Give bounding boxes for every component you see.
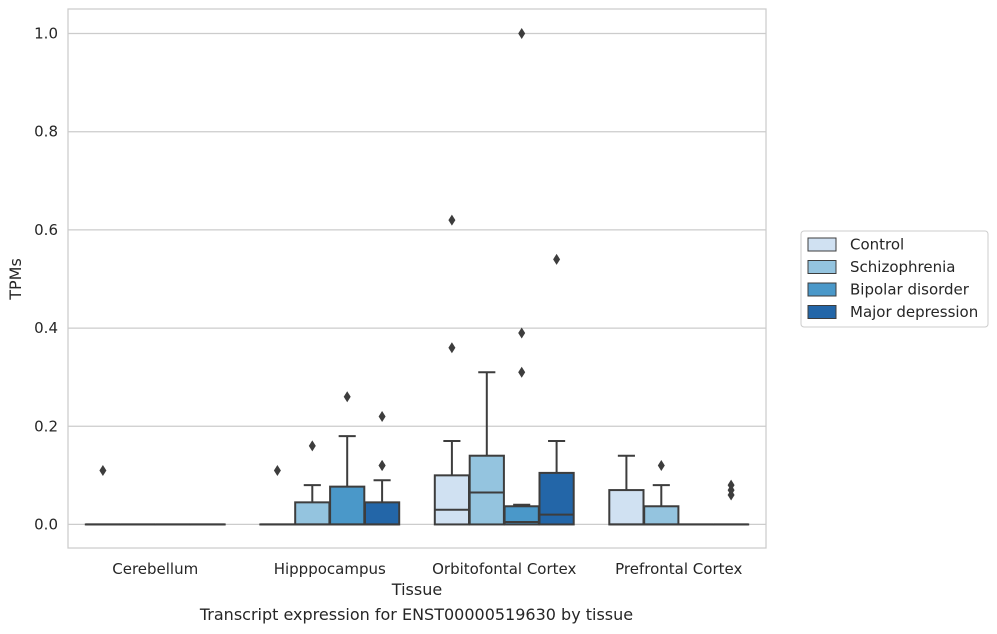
plot-area-frame bbox=[67, 8, 767, 549]
box-3-0 bbox=[608, 454, 645, 526]
box-1-1 bbox=[294, 440, 331, 526]
figure-caption: Transcript expression for ENST0000051963… bbox=[199, 605, 634, 624]
legend-entry: Control bbox=[850, 236, 904, 254]
x-axis-label: Tissue bbox=[391, 580, 442, 599]
box-body bbox=[329, 485, 366, 526]
x-tick-label: Cerebellum bbox=[112, 560, 198, 578]
legend-swatch bbox=[807, 282, 837, 297]
box-3-3 bbox=[712, 479, 750, 526]
box-body bbox=[468, 454, 505, 526]
outlier-point bbox=[343, 391, 351, 403]
legend-frame bbox=[800, 230, 989, 328]
y-tick-label: 1.0 bbox=[34, 25, 58, 43]
box-body bbox=[643, 505, 680, 526]
legend-swatch bbox=[807, 260, 837, 274]
outlier-point bbox=[308, 440, 316, 452]
x-tick-label: Prefrontal Cortex bbox=[615, 560, 742, 578]
legend: Control Schizophrenia Bipolar disorder Majo… bbox=[800, 230, 989, 328]
box-body bbox=[538, 471, 575, 526]
y-tick-label: 0.0 bbox=[34, 515, 58, 533]
x-tick-labels: Cerebellum Hipppocampus Orbitofontal Corte… bbox=[112, 560, 742, 578]
outlier-point bbox=[553, 253, 561, 265]
y-axis-label: TPMs bbox=[6, 258, 25, 301]
box-body bbox=[608, 489, 645, 526]
legend-entry: Schizophrenia bbox=[850, 258, 955, 276]
y-tick-labels: 0.0 0.2 0.4 0.6 0.8 1.0 bbox=[34, 25, 58, 534]
box-2-3 bbox=[538, 253, 575, 526]
box-body bbox=[433, 474, 471, 526]
outlier-point bbox=[518, 327, 526, 339]
outlier-point bbox=[518, 366, 526, 378]
outlier-point bbox=[518, 28, 526, 40]
legend-entry: Major depression bbox=[850, 303, 978, 321]
box-body bbox=[294, 501, 331, 526]
box-3-1 bbox=[643, 460, 680, 526]
legend-swatch bbox=[807, 237, 837, 252]
outlier-point bbox=[727, 479, 735, 491]
outlier-point bbox=[378, 460, 386, 472]
outlier-point bbox=[657, 460, 665, 472]
x-tick-label: Hipppocampus bbox=[274, 560, 386, 578]
outlier-point bbox=[99, 464, 107, 476]
outlier-point bbox=[273, 464, 281, 476]
y-tick-label: 0.6 bbox=[34, 221, 58, 239]
box-groups bbox=[84, 28, 750, 526]
x-tick-label: Orbitofontal Cortex bbox=[432, 560, 576, 578]
outlier-point bbox=[378, 410, 386, 422]
y-tick-label: 0.4 bbox=[34, 319, 58, 337]
legend-entry: Bipolar disorder bbox=[850, 281, 970, 299]
box-1-2 bbox=[329, 391, 366, 526]
box-body bbox=[363, 501, 401, 526]
box-1-3 bbox=[363, 410, 401, 526]
box-2-1 bbox=[468, 371, 505, 526]
outlier-point bbox=[448, 342, 456, 354]
y-tick-label: 0.2 bbox=[34, 417, 58, 435]
legend-swatch bbox=[807, 305, 837, 319]
outlier-point bbox=[448, 214, 456, 226]
y-tick-label: 0.8 bbox=[34, 123, 58, 141]
box-1-0 bbox=[259, 464, 296, 526]
